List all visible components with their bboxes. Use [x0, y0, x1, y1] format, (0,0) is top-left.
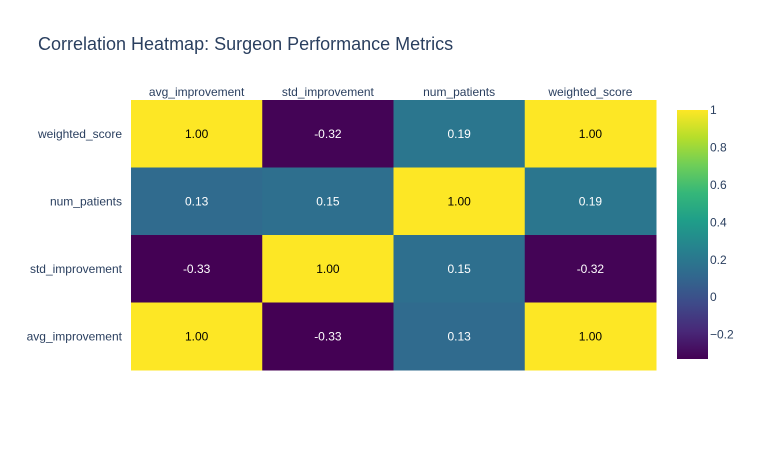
heatmap-cell-label: 0.15 — [316, 194, 340, 208]
heatmap-cell — [393, 302, 526, 371]
heatmap-cell-label: 1.00 — [447, 194, 471, 208]
heatmap-cell-labels: 1.00 -0.32 0.19 1.00 0.13 0.15 1.00 0.19 -0.33 1.… — [183, 127, 604, 344]
heatmap-cell — [524, 100, 657, 168]
y-axis-tick-label: std_improvement — [30, 262, 123, 276]
heatmap-cell — [262, 302, 394, 371]
heatmap-cell-label: 1.00 — [579, 329, 603, 343]
heatmap-cell — [524, 302, 657, 371]
colorbar-tick-label: 1 — [710, 103, 717, 117]
heatmap-cell-label: 0.19 — [579, 194, 603, 208]
colorbar-gradient — [677, 110, 708, 359]
colorbar-tick-label: −0.2 — [710, 328, 734, 342]
heatmap-cell-label: -0.33 — [183, 262, 211, 276]
heatmap-cell-label: -0.33 — [314, 329, 342, 343]
heatmap-cell-label: 1.00 — [579, 127, 603, 141]
chart-title: Correlation Heatmap: Surgeon Performance… — [38, 34, 453, 54]
colorbar — [677, 110, 708, 359]
heatmap-cell — [524, 167, 657, 236]
heatmap-cell — [131, 167, 263, 236]
colorbar-tick-label: 0 — [710, 290, 717, 304]
colorbar-tick-label: 0.8 — [710, 140, 727, 154]
heatmap-cell — [262, 235, 394, 303]
x-axis-tick-label: num_patients — [423, 85, 495, 99]
heatmap-cell — [393, 100, 526, 168]
heatmap-cell-label: 1.00 — [185, 127, 209, 141]
colorbar-tick-labels: 1 0.8 0.6 0.4 0.2 0 −0.2 — [710, 103, 734, 342]
x-axis-tick-labels: avg_improvement std_improvement num_patien… — [149, 85, 633, 99]
heatmap-cell — [524, 235, 657, 303]
heatmap-cell — [393, 167, 526, 236]
heatmap-cell — [131, 235, 263, 303]
heatmap-cell-label: 1.00 — [185, 329, 209, 343]
colorbar-tick-label: 0.6 — [710, 178, 727, 192]
colorbar-tick-label: 0.2 — [710, 253, 727, 267]
heatmap-cells — [131, 100, 657, 371]
heatmap-cell-label: 0.15 — [447, 262, 471, 276]
x-axis-tick-label: weighted_score — [547, 85, 632, 99]
heatmap-cell-label: -0.32 — [577, 262, 605, 276]
heatmap-cell — [131, 100, 263, 168]
y-axis-tick-labels: weighted_score num_patients std_improvemen… — [27, 127, 123, 344]
y-axis-tick-label: num_patients — [50, 194, 122, 208]
heatmap-cell-label: 1.00 — [316, 262, 340, 276]
x-axis-tick-label: avg_improvement — [149, 85, 245, 99]
heatmap-cell — [131, 302, 263, 371]
heatmap-cell — [393, 235, 526, 303]
colorbar-tick-label: 0.4 — [710, 215, 727, 229]
heatmap-cell — [262, 167, 394, 236]
x-axis-tick-label: std_improvement — [282, 85, 375, 99]
heatmap-cell — [262, 100, 394, 168]
heatmap-cell-label: 0.13 — [185, 194, 209, 208]
heatmap-cell-label: 0.19 — [447, 127, 471, 141]
heatmap-cell-label: -0.32 — [314, 127, 342, 141]
y-axis-tick-label: weighted_score — [37, 127, 122, 141]
y-axis-tick-label: avg_improvement — [27, 329, 123, 343]
heatmap-cell-label: 0.13 — [447, 329, 471, 343]
